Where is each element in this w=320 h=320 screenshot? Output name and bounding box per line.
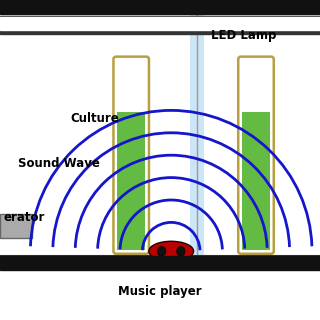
Text: LED Lamp: LED Lamp <box>211 29 276 42</box>
Bar <box>0 17 320 30</box>
Bar <box>190 13 204 256</box>
Bar <box>0 256 320 270</box>
Text: Music player: Music player <box>118 285 202 298</box>
Ellipse shape <box>177 246 185 256</box>
Text: Sound Wave: Sound Wave <box>18 157 100 170</box>
Text: erator: erator <box>3 211 44 224</box>
Ellipse shape <box>157 246 166 256</box>
Ellipse shape <box>149 241 194 261</box>
Text: Culture: Culture <box>70 112 119 125</box>
Bar <box>0 214 32 238</box>
Bar <box>0 0 320 14</box>
Bar <box>0 16 320 34</box>
Bar <box>117 112 145 250</box>
Bar <box>242 112 270 250</box>
